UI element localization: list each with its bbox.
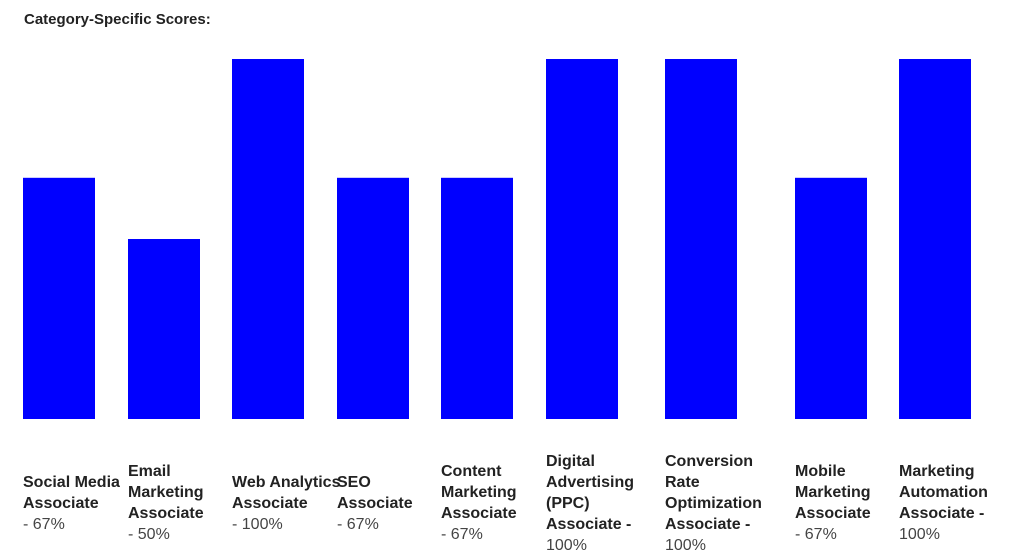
category-label-6: Digital Advertising (PPC) Associate - 100… xyxy=(546,448,658,558)
bar-9 xyxy=(899,59,971,419)
category-name: Digital Advertising (PPC) Associate - xyxy=(546,452,635,533)
bar-7 xyxy=(665,59,737,419)
category-score: 100% xyxy=(665,536,706,554)
category-label-1: Social Media Associate - 67% xyxy=(23,448,135,558)
category-label-4: SEO Associate - 67% xyxy=(337,448,449,558)
category-label-9: Marketing Automation Associate - 100% xyxy=(899,448,1011,558)
category-score: - 67% xyxy=(441,526,483,543)
bar-2 xyxy=(128,239,200,419)
category-label-2: Email Marketing Associate - 50% xyxy=(128,448,240,558)
category-name: Social Media Associate xyxy=(23,473,120,512)
bar-6 xyxy=(546,59,618,419)
category-label-5: Content Marketing Associate - 67% xyxy=(441,448,553,558)
bar-4 xyxy=(337,177,409,419)
category-score: - 67% xyxy=(23,515,65,533)
category-label-7: Conversion Rate Optimization Associate -… xyxy=(665,448,785,558)
category-name: Content Marketing Associate xyxy=(441,463,517,522)
bar-chart xyxy=(23,59,971,419)
bar-5 xyxy=(441,177,513,419)
category-name: Mobile Marketing Associate xyxy=(795,463,871,522)
bar-1 xyxy=(23,177,95,419)
category-score: - 50% xyxy=(128,526,170,543)
category-score: - 67% xyxy=(337,515,379,533)
category-score: - 67% xyxy=(795,526,837,543)
category-label-8: Mobile Marketing Associate - 67% xyxy=(795,448,907,558)
category-name: Marketing Automation Associate - xyxy=(899,463,988,522)
bar-8 xyxy=(795,177,867,419)
category-name: SEO Associate xyxy=(337,473,413,512)
chart-title: Category-Specific Scores: xyxy=(24,11,211,28)
category-score: 100% xyxy=(546,536,587,554)
category-label-3: Web Analytics Associate - 100% xyxy=(232,448,344,558)
category-name: Email Marketing Associate xyxy=(128,463,204,522)
category-name: Web Analytics Associate xyxy=(232,473,341,512)
category-name: Conversion Rate Optimization Associate - xyxy=(665,452,762,533)
category-score: 100% xyxy=(899,526,940,543)
category-score: - 100% xyxy=(232,515,283,533)
bar-3 xyxy=(232,59,304,419)
